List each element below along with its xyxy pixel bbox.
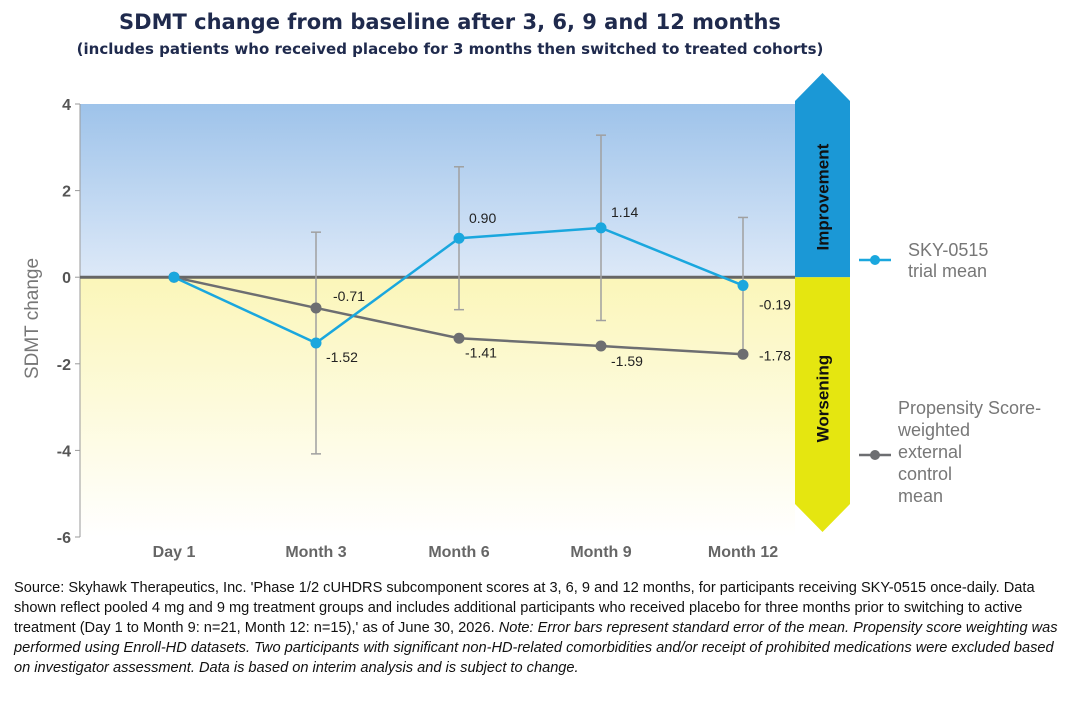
x-tick-label: Day 1 — [153, 544, 196, 561]
sdmt-line-chart: 4 2 0 -2 -4 -6 SDMT change Day 1 Month 3 Month 6 M… — [22, 73, 1041, 561]
legend-label: Propensity Score-weighted external control… — [897, 398, 1041, 506]
y-tick-label: 2 — [62, 184, 71, 201]
improvement-label: Improvement — [814, 143, 833, 250]
y-tick-label: -4 — [57, 443, 71, 460]
x-tick-label: Month 6 — [428, 544, 489, 561]
x-tick-label: Month 3 — [285, 544, 346, 561]
legend-marker — [870, 450, 880, 460]
x-tick-label: Month 12 — [708, 544, 778, 561]
control-mean-point — [737, 348, 749, 360]
source-main-text: Source: Skyhawk Therapeutics, Inc. 'Phas… — [14, 580, 1035, 636]
improvement-region — [80, 104, 795, 278]
y-tick-label: 0 — [62, 270, 71, 287]
chart-title: SDMT change from baseline after 3, 6, 9 … — [119, 10, 781, 34]
x-tick-label: Month 9 — [570, 544, 631, 561]
trial-mean-data-label: -0.19 — [759, 296, 791, 312]
worsening-arrow — [795, 277, 850, 532]
source-note-italic: Note: Error bars represent standard erro… — [14, 620, 1058, 676]
legend-trial-mean: SKY-0515 trial mean — [859, 240, 988, 281]
trial-mean-point — [595, 222, 607, 234]
worsening-label: Worsening — [814, 355, 833, 443]
trial-mean-point — [168, 271, 180, 283]
source-note: Source: Skyhawk Therapeutics, Inc. 'Phas… — [14, 578, 1064, 678]
legend-marker — [870, 255, 880, 265]
trial-mean-data-label: -1.52 — [326, 349, 358, 365]
control-mean-data-label: -1.78 — [759, 347, 791, 363]
y-tick-label: -2 — [57, 357, 71, 374]
trial-mean-data-label: 1.14 — [611, 204, 638, 220]
trial-mean-point — [310, 337, 322, 349]
improvement-arrow — [795, 73, 850, 278]
trial-mean-point — [453, 232, 465, 244]
control-mean-data-label: -1.41 — [465, 344, 497, 360]
trial-mean-point — [737, 279, 749, 291]
control-mean-data-label: -1.59 — [611, 353, 643, 369]
chart-subtitle: (includes patients who received placebo … — [76, 40, 824, 58]
control-mean-point — [595, 340, 607, 352]
y-axis-title: SDMT change — [22, 258, 43, 379]
control-mean-point — [310, 302, 322, 314]
trial-mean-data-label: 0.90 — [469, 210, 496, 226]
y-tick-label: -6 — [57, 530, 71, 547]
worsening-region — [80, 277, 795, 537]
legend-label: SKY-0515 trial mean — [908, 240, 988, 281]
control-mean-point — [453, 332, 465, 344]
legend-control-mean: Propensity Score-weighted external control… — [859, 398, 1041, 506]
control-mean-data-label: -0.71 — [333, 288, 365, 304]
y-tick-label: 4 — [62, 97, 71, 114]
